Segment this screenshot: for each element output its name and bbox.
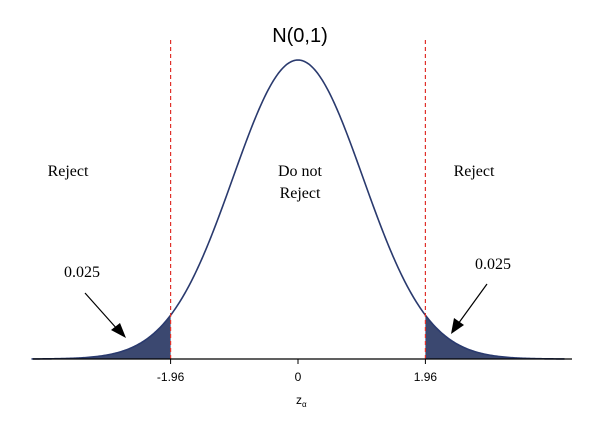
x-axis-label: zα: [296, 393, 307, 409]
left-region-label: Reject: [48, 163, 89, 180]
right-region-label: Reject: [454, 163, 495, 180]
rejection-tails: [31, 315, 565, 359]
right-tail-probability: 0.025: [475, 256, 511, 273]
center-region-label-line1: Do not: [278, 163, 323, 180]
right-tail-arrowhead: [451, 318, 464, 334]
left-tail-arrowhead: [111, 323, 126, 338]
density-curve: [31, 59, 565, 360]
x-tick-label: 1.96: [414, 370, 438, 384]
left-tail-arrow-shaft: [84, 292, 119, 331]
center-region-label-line2: Reject: [280, 185, 321, 202]
x-tick-label: 0: [295, 370, 302, 384]
right-tail-arrow-shaft: [457, 283, 488, 325]
chart-title: N(0,1): [272, 25, 328, 47]
x-axis-ticks: -1.96 0 1.96: [157, 359, 437, 384]
x-tick-label: -1.96: [157, 370, 185, 384]
right-tail-area: [425, 315, 565, 359]
left-tail-probability: 0.025: [64, 264, 100, 281]
left-tail-area: [31, 315, 171, 359]
